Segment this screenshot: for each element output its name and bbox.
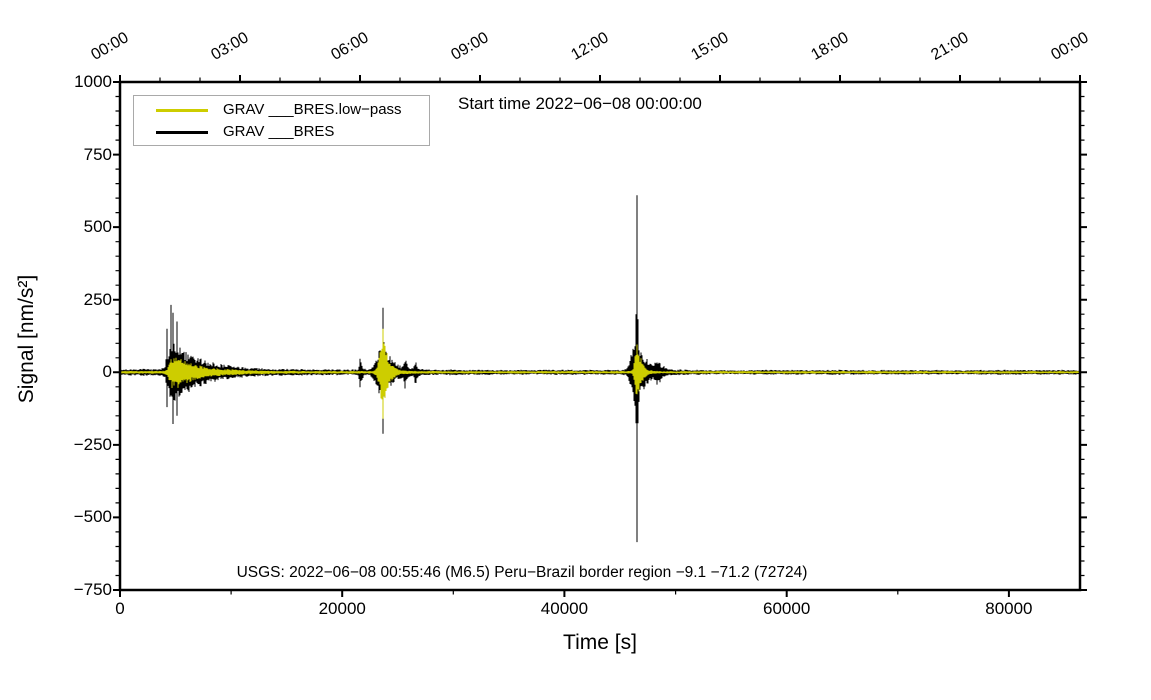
x-axis-title: Time [s] bbox=[563, 631, 637, 654]
legend-line-sample-lowpass bbox=[156, 109, 208, 112]
y-tick-label: 1000 bbox=[74, 72, 112, 91]
legend: GRAV ___BRES.low−pass GRAV ___BRES bbox=[133, 95, 430, 146]
x-tick-label: 20000 bbox=[318, 599, 366, 618]
legend-entry-raw: GRAV ___BRES bbox=[134, 123, 429, 141]
trace-raw bbox=[119, 195, 1081, 543]
waveform-traces bbox=[119, 195, 1081, 543]
y-tick-label: −500 bbox=[73, 507, 112, 527]
y-tick-label: 750 bbox=[83, 144, 112, 164]
y-tick-label: 0 bbox=[102, 362, 112, 382]
legend-label-lowpass: GRAV ___BRES.low−pass bbox=[223, 101, 402, 118]
y-tick-label: 500 bbox=[83, 217, 112, 237]
minor-ticks bbox=[115, 77, 1085, 595]
x-tick-label: 60000 bbox=[763, 599, 811, 618]
start-time-note: Start time 2022−06−08 00:00:00 bbox=[458, 94, 702, 113]
y-axis-title: Signal [nm/s²] bbox=[15, 274, 38, 404]
usgs-event-annotation: USGS: 2022−06−08 00:55:46 (M6.5) Peru−Br… bbox=[236, 564, 808, 581]
y-tick-label: 250 bbox=[83, 289, 112, 309]
y-tick-label: −750 bbox=[73, 580, 112, 599]
legend-entry-lowpass: GRAV ___BRES.low−pass bbox=[134, 101, 429, 119]
major-ticks bbox=[113, 75, 1087, 597]
plot-frame bbox=[118, 80, 1082, 592]
legend-label-raw: GRAV ___BRES bbox=[223, 123, 335, 140]
x-tick-label: 80000 bbox=[985, 599, 1033, 618]
axis-ticks bbox=[113, 75, 1087, 597]
y-tick-label: −250 bbox=[73, 434, 112, 454]
x-tick-label: 40000 bbox=[540, 599, 589, 618]
x-tick-label: 0 bbox=[115, 599, 125, 618]
legend-line-sample-raw bbox=[156, 131, 208, 134]
